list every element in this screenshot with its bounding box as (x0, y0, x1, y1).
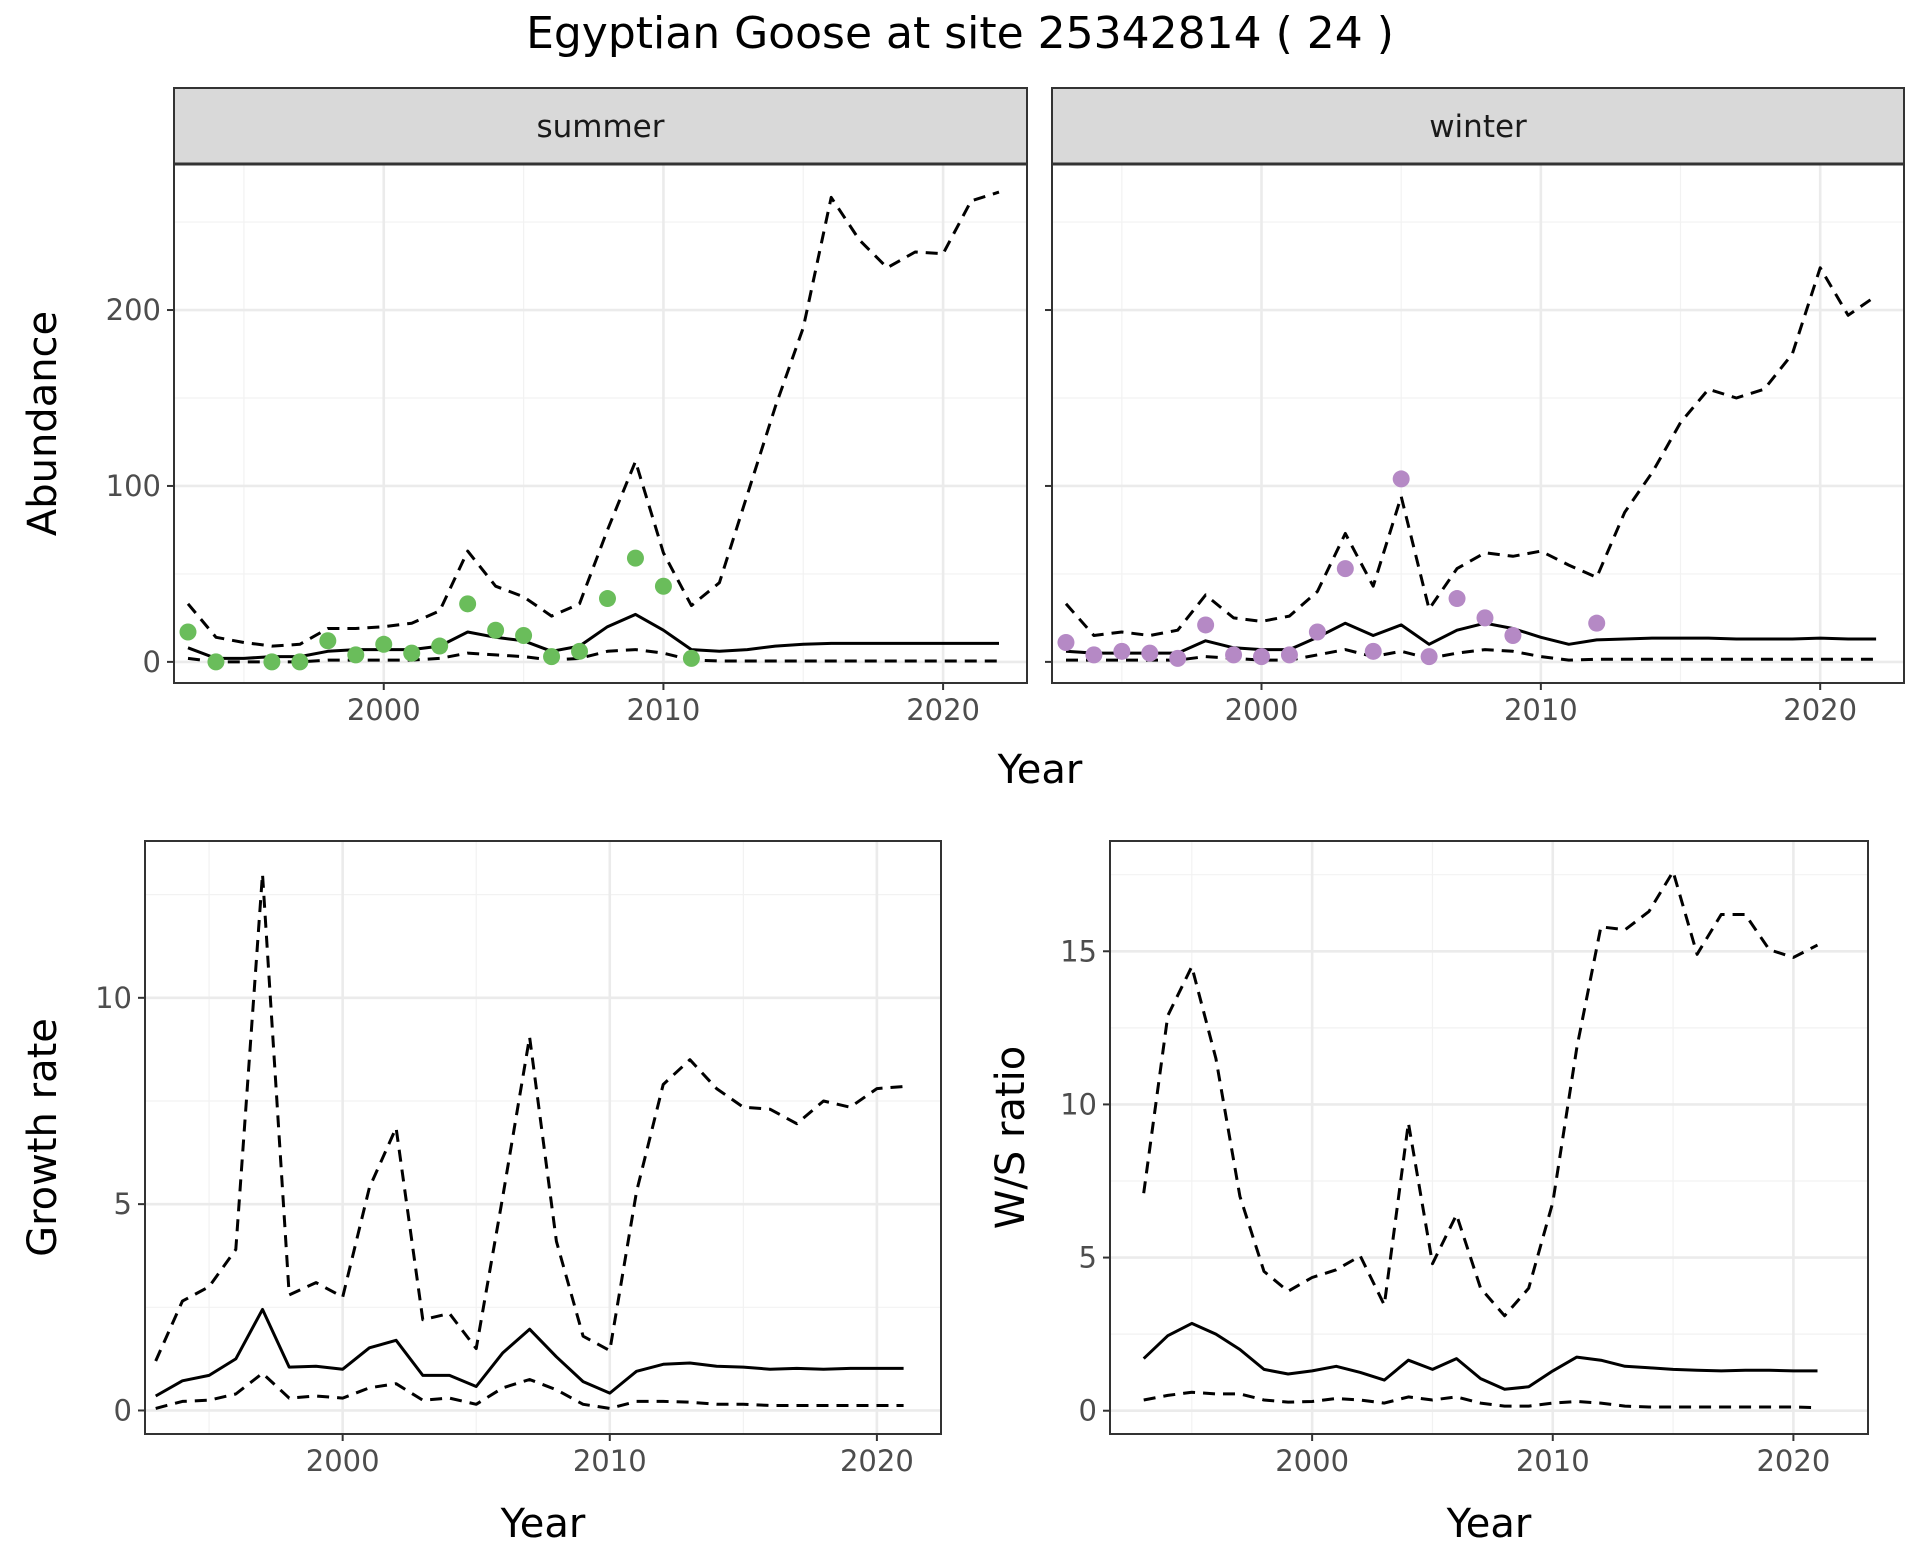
x-tick-label: 2010 (627, 693, 701, 727)
data-point (1280, 646, 1298, 664)
y-tick-label: 100 (106, 469, 161, 503)
x-tick-label: 2020 (840, 1444, 914, 1478)
series-lower-line (1066, 648, 1877, 662)
series-mean-line (154, 1307, 904, 1398)
data-point (682, 649, 700, 667)
series-upper-line (154, 872, 904, 1362)
data-point (207, 653, 225, 671)
x-axis-title: Year (1446, 1501, 1532, 1547)
data-point (403, 644, 421, 662)
x-tick-label: 2000 (306, 1444, 380, 1478)
data-point (515, 626, 533, 644)
growth-rate-panel: 2000 2010 2020 0 5 10 Growth rate Year (20, 840, 942, 1547)
series-upper-line (1064, 266, 1877, 637)
series-lower-line (1143, 1390, 1818, 1410)
facet-strip-label: winter (1429, 109, 1527, 145)
data-point (626, 549, 644, 567)
data-point (263, 653, 281, 671)
data-point (1448, 590, 1466, 608)
data-point (1141, 644, 1159, 662)
x-tick-label: 2020 (1783, 693, 1857, 727)
series-mean-line (1065, 621, 1877, 655)
data-point (1169, 649, 1187, 667)
summer-panel: summer 2000 2010 2020 0 100 200 Abundance (20, 87, 1028, 727)
data-point (1197, 616, 1215, 634)
x-tick-label: 2010 (1516, 1444, 1590, 1478)
data-point (1588, 614, 1606, 632)
facet-strip-label: summer (536, 109, 664, 145)
data-point (291, 653, 309, 671)
x-tick-label: 2020 (1756, 1444, 1830, 1478)
data-point (487, 621, 505, 639)
panel-background (174, 164, 1027, 683)
y-tick-label: 5 (1079, 1241, 1097, 1275)
x-axis-title: Year (500, 1501, 586, 1547)
y-tick-label: 0 (1079, 1394, 1097, 1428)
ws-ratio-panel: 2000 2010 2020 0 5 10 15 W/S ratio Year (988, 840, 1869, 1547)
y-tick-label: 10 (1060, 1087, 1097, 1121)
y-tick-label: 10 (95, 981, 132, 1015)
data-point (319, 632, 337, 650)
facet-strip (1051, 87, 1905, 165)
series-lower-line (187, 648, 999, 664)
x-tick-label: 2000 (347, 693, 421, 727)
y-axis-title: W/S ratio (988, 1046, 1034, 1229)
data-point (1253, 648, 1271, 666)
x-tick-label: 2000 (1225, 693, 1299, 727)
series-upper-line (186, 190, 1000, 648)
data-point (1364, 642, 1382, 660)
series-lower-line (155, 1371, 904, 1410)
data-point (1057, 634, 1075, 652)
x-tick-label: 2000 (1275, 1444, 1349, 1478)
y-tick-label: 0 (143, 645, 161, 679)
facet-strip (173, 87, 1028, 165)
y-tick-label: 5 (114, 1187, 132, 1221)
x-tick-label: 2010 (1504, 693, 1578, 727)
data-point (1085, 646, 1103, 664)
data-point (179, 623, 197, 641)
data-point (571, 642, 589, 660)
y-tick-label: 0 (114, 1393, 132, 1427)
data-point (1420, 648, 1438, 666)
winter-panel: winter 2000 2010 2020 (1045, 87, 1905, 727)
data-point (1113, 642, 1131, 660)
data-point (1476, 609, 1494, 627)
y-tick-label: 15 (1060, 934, 1097, 968)
y-axis-title: Growth rate (20, 1018, 66, 1257)
series-mean-line (1142, 1321, 1818, 1391)
data-point (347, 646, 365, 664)
data-point (1392, 470, 1410, 488)
data-point (1225, 646, 1243, 664)
data-point (1504, 626, 1522, 644)
y-axis-title: Abundance (20, 311, 66, 536)
series-upper-line (1142, 870, 1819, 1318)
y-tick-label: 200 (106, 293, 161, 327)
data-point (1308, 623, 1326, 641)
data-point (654, 577, 672, 595)
data-point (375, 635, 393, 653)
panel-background (1052, 164, 1904, 683)
data-point (431, 637, 449, 655)
x-tick-label: 2020 (906, 693, 980, 727)
series-mean-line (187, 612, 999, 660)
panel-border (1109, 840, 1869, 1435)
x-tick-label: 2010 (573, 1444, 647, 1478)
top-x-axis-title: Year (997, 747, 1083, 793)
figure-title: Egyptian Goose at site 25342814 ( 24 ) (526, 8, 1394, 59)
panel-background (1110, 841, 1868, 1434)
data-point (598, 590, 616, 608)
data-point (543, 648, 561, 666)
panel-border (144, 840, 942, 1435)
data-point (459, 595, 477, 613)
data-point (1336, 560, 1354, 578)
